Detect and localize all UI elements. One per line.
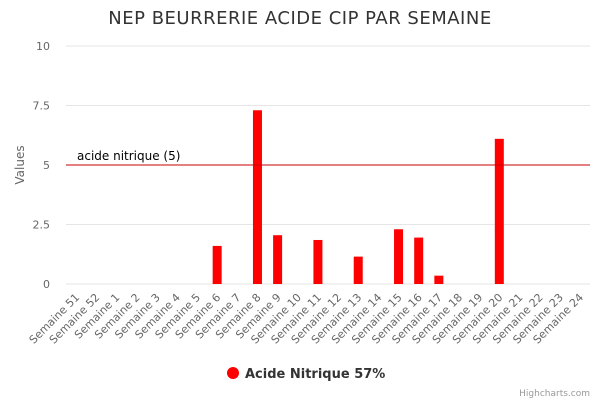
y-tick-label: 5 [43, 159, 50, 172]
bar[interactable] [313, 239, 323, 284]
y-axis-title: Values [13, 145, 27, 184]
bar[interactable] [273, 235, 283, 284]
legend-label[interactable]: Acide Nitrique 57% [245, 367, 385, 382]
legend[interactable]: Acide Nitrique 57% [227, 367, 385, 382]
y-tick-label: 7.5 [33, 100, 51, 113]
legend-marker [227, 367, 239, 379]
y-tick-label: 2.5 [33, 219, 51, 232]
plot-line-group: acide nitrique (5) [66, 149, 590, 166]
bar[interactable] [434, 275, 444, 284]
chart-title: NEP BEURRERIE ACIDE CIP PAR SEMAINE [108, 8, 491, 29]
bar[interactable] [494, 138, 504, 284]
y-tick-label: 0 [43, 278, 50, 291]
y-tick-label: 10 [36, 40, 50, 53]
y-tick-labels: 0 2.5 5 7.5 10 [33, 40, 51, 291]
bar[interactable] [414, 237, 424, 284]
bar[interactable] [212, 245, 222, 284]
bar[interactable] [353, 256, 363, 284]
bar[interactable] [252, 110, 262, 284]
credits-text[interactable]: Highcharts.com [519, 389, 590, 399]
bars [212, 110, 504, 284]
bar[interactable] [394, 229, 404, 284]
plot-line-label: acide nitrique (5) [77, 149, 180, 163]
